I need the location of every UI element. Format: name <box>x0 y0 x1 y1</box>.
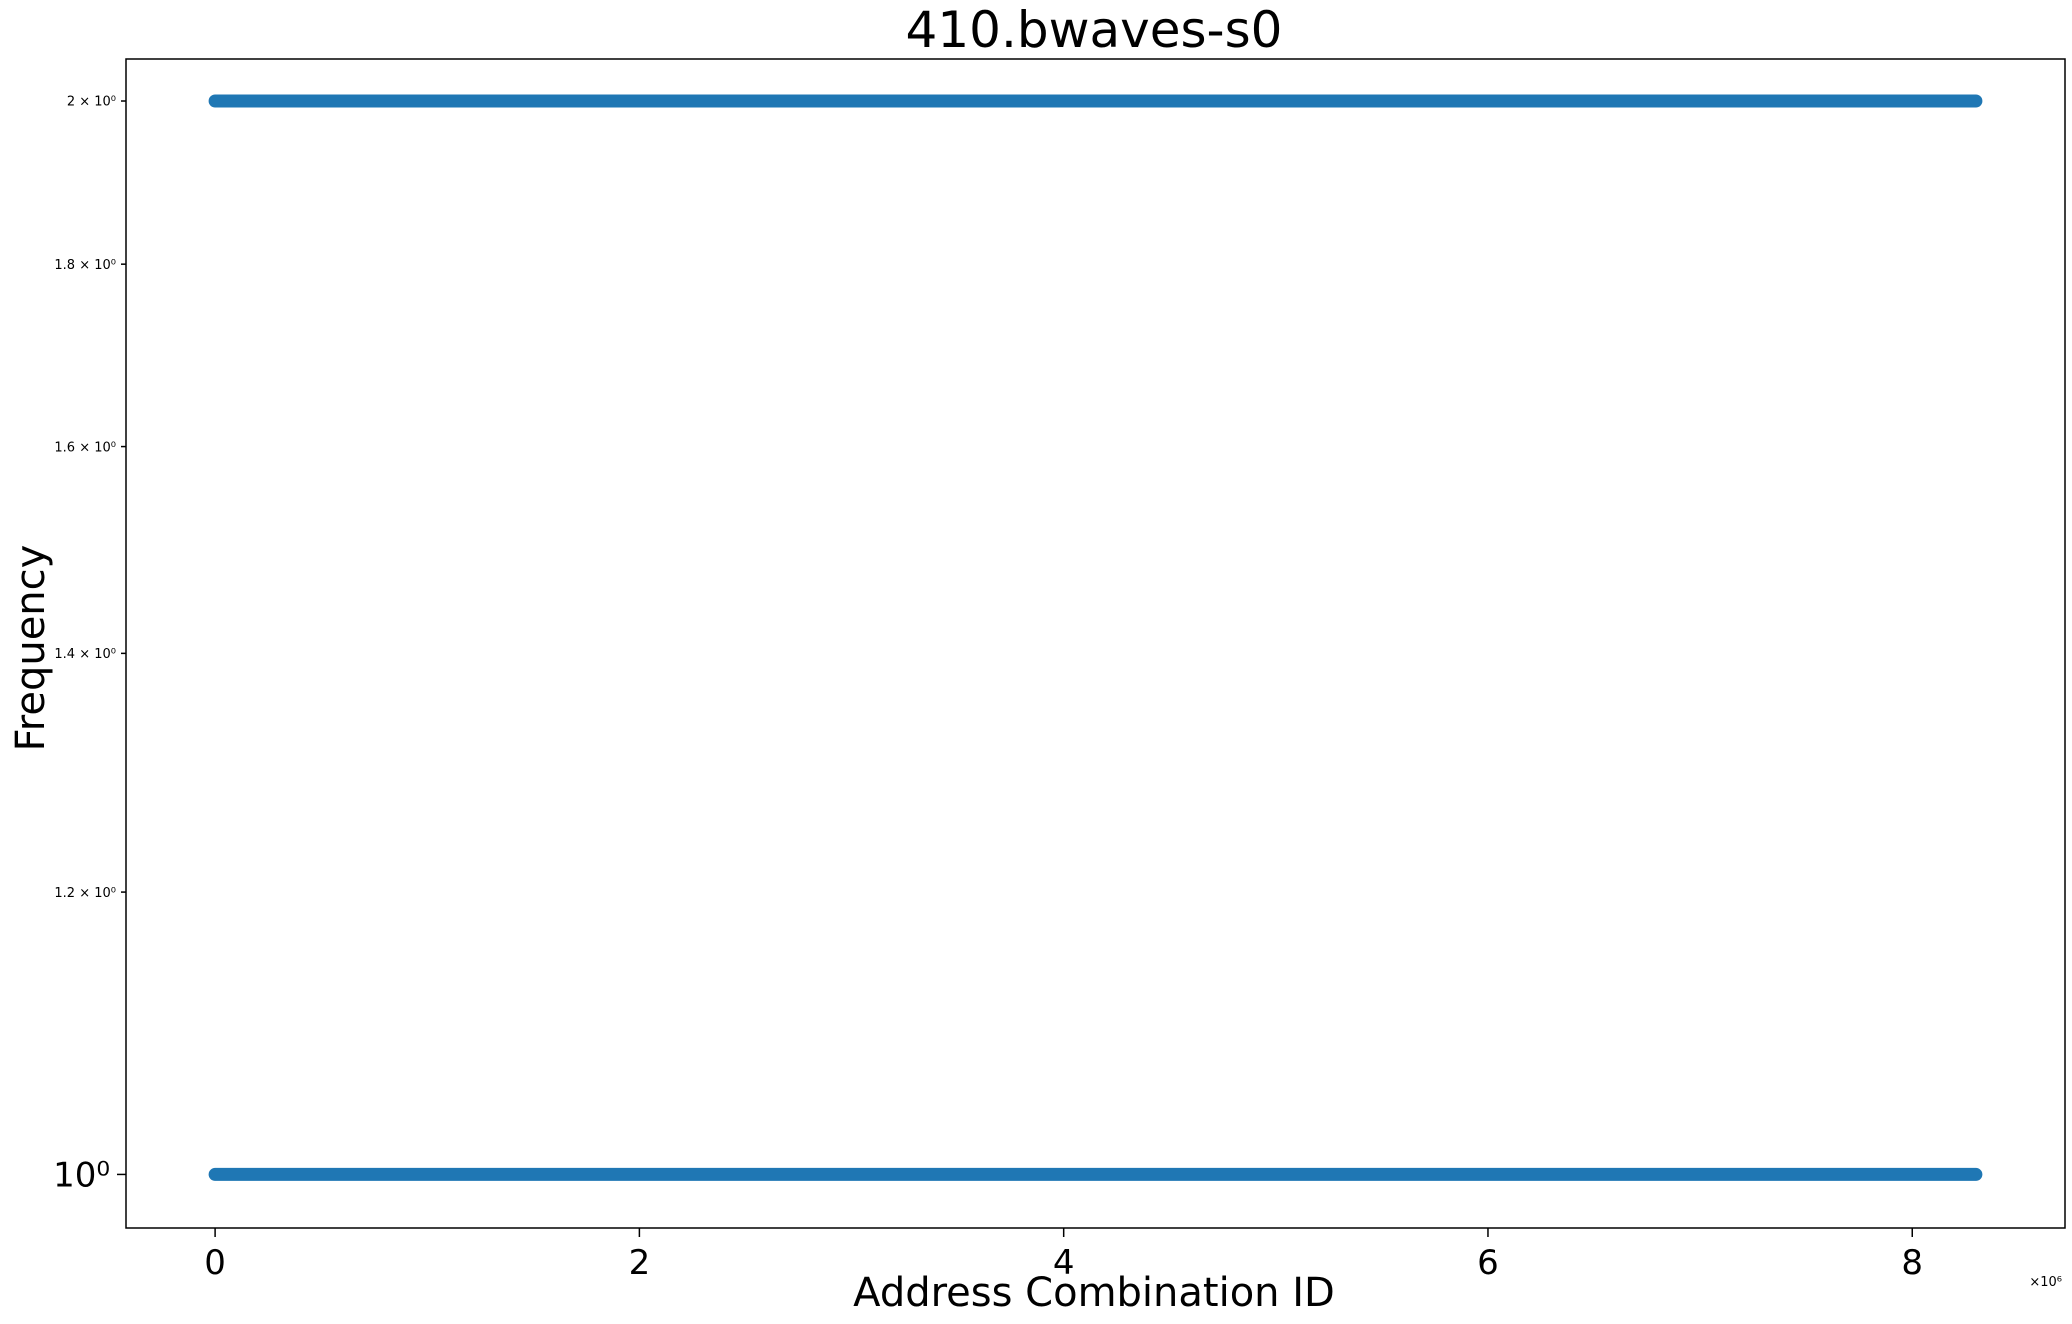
x-tick-label: 4 <box>1053 1243 1075 1283</box>
y-tick-label: 2 × 10⁰ <box>67 95 116 110</box>
x-tick-label: 6 <box>1477 1243 1499 1283</box>
x-tick-label: 0 <box>204 1243 226 1283</box>
y-tick-label: 1.2 × 10⁰ <box>54 886 116 901</box>
y-tick-label: 10⁰ <box>53 1156 110 1196</box>
y-tick-label: 1.8 × 10⁰ <box>54 258 116 273</box>
y-axis-label: Frequency <box>8 545 54 752</box>
x-tick-label: 8 <box>1901 1243 1923 1283</box>
y-tick-label: 1.6 × 10⁰ <box>54 440 116 455</box>
axes-frame <box>125 58 2066 1229</box>
x-axis: 0 2 4 6 8 <box>204 1228 1923 1283</box>
y-tick-label: 1.4 × 10⁰ <box>54 647 116 662</box>
y-axis: 10⁰ 1.2 × 10⁰ 1.4 × 10⁰ 1.6 × 10⁰ 1.8 × 10⁰ 2… <box>53 95 126 1196</box>
x-axis-label: Address Combination ID <box>853 1270 1335 1316</box>
x-tick-label: 2 <box>629 1243 651 1283</box>
chart-title: 410.bwaves-s0 <box>906 1 1283 59</box>
x-axis-offset-label: ×10⁶ <box>2029 1275 2062 1290</box>
data-series <box>208 94 1983 1181</box>
